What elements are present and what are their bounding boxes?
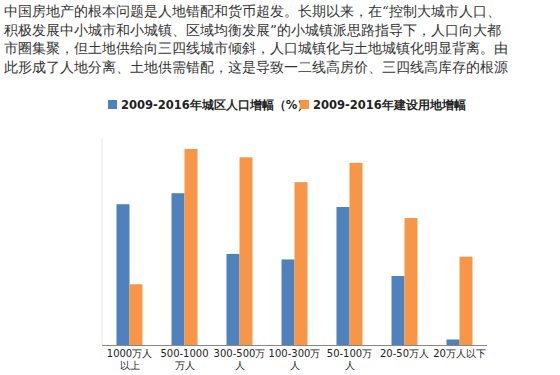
bar xyxy=(295,182,308,345)
bar xyxy=(172,193,185,345)
bar xyxy=(117,204,130,345)
legend-swatch xyxy=(300,100,309,109)
chart: 2009-2016年城区人口增幅（%） 2009-2016年建设用地增幅 xyxy=(0,0,560,375)
x-tick-label: 20-50万人 xyxy=(378,348,432,360)
bar xyxy=(350,163,363,345)
x-tick-label: 50-100万人 xyxy=(323,348,377,372)
page: 中国房地产的根本问题是人地错配和货币超发。长期以来，在“控制大城市人口、积极发展… xyxy=(0,0,560,375)
bar xyxy=(227,254,240,345)
x-tick-label: 100-300万人 xyxy=(268,348,322,372)
paragraph-line: 积极发展中小城市和小城镇、区域均衡发展”的小城镇派思路指导下，人口向大都 xyxy=(4,21,501,39)
bar xyxy=(130,284,143,345)
bar xyxy=(460,257,473,345)
x-tick-label: 1000万人以上 xyxy=(103,348,157,372)
bar xyxy=(185,149,198,345)
paragraph-line: 此形成了人地分离、土地供需错配，这是导致一二线高房价、三四线高库存的根源 xyxy=(4,58,508,76)
paragraph-line: 中国房地产的根本问题是人地错配和货币超发。长期以来，在“控制大城市人口、 xyxy=(4,2,501,20)
x-tick-label: 300-500万人 xyxy=(213,348,267,372)
bar xyxy=(282,259,295,345)
bar xyxy=(392,276,405,345)
x-axis-line xyxy=(102,345,487,346)
bar xyxy=(447,339,460,345)
x-tick-label: 20万人以下 xyxy=(433,348,487,360)
bar xyxy=(337,207,350,345)
legend-label: 2009-2016年建设用地增幅 xyxy=(313,98,466,112)
paragraph-line: 市圈集聚，但土地供给向三四线城市倾斜，人口城镇化与土地城镇化明显背离。由 xyxy=(4,39,508,57)
y-axis-line xyxy=(102,138,103,345)
bar xyxy=(240,157,253,345)
bar xyxy=(405,218,418,345)
x-tick-label: 500-1000万人 xyxy=(158,348,212,372)
legend-swatch xyxy=(108,100,117,109)
bars xyxy=(117,149,473,345)
legend-label: 2009-2016年城区人口增幅（%） xyxy=(121,98,309,112)
